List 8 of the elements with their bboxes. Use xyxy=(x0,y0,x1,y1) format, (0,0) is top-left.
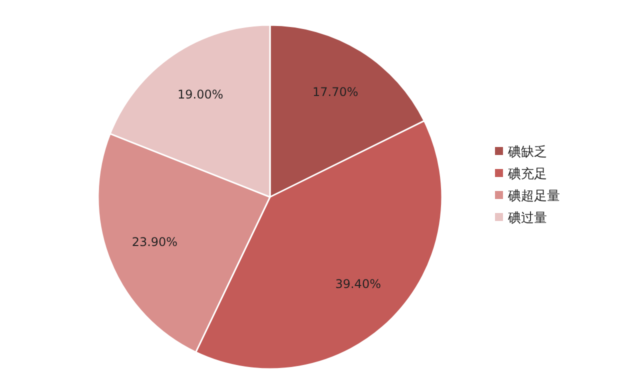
legend-label: 碘缺乏 xyxy=(507,145,547,160)
legend-label: 碘过量 xyxy=(507,211,547,226)
data-label: 39.40% xyxy=(335,277,381,292)
legend-label: 碘超足量 xyxy=(507,189,560,204)
data-label: 19.00% xyxy=(178,88,224,102)
data-label: 23.90% xyxy=(132,235,178,250)
data-label: 17.70% xyxy=(312,84,358,99)
legend-label: 碘充足 xyxy=(507,167,547,182)
